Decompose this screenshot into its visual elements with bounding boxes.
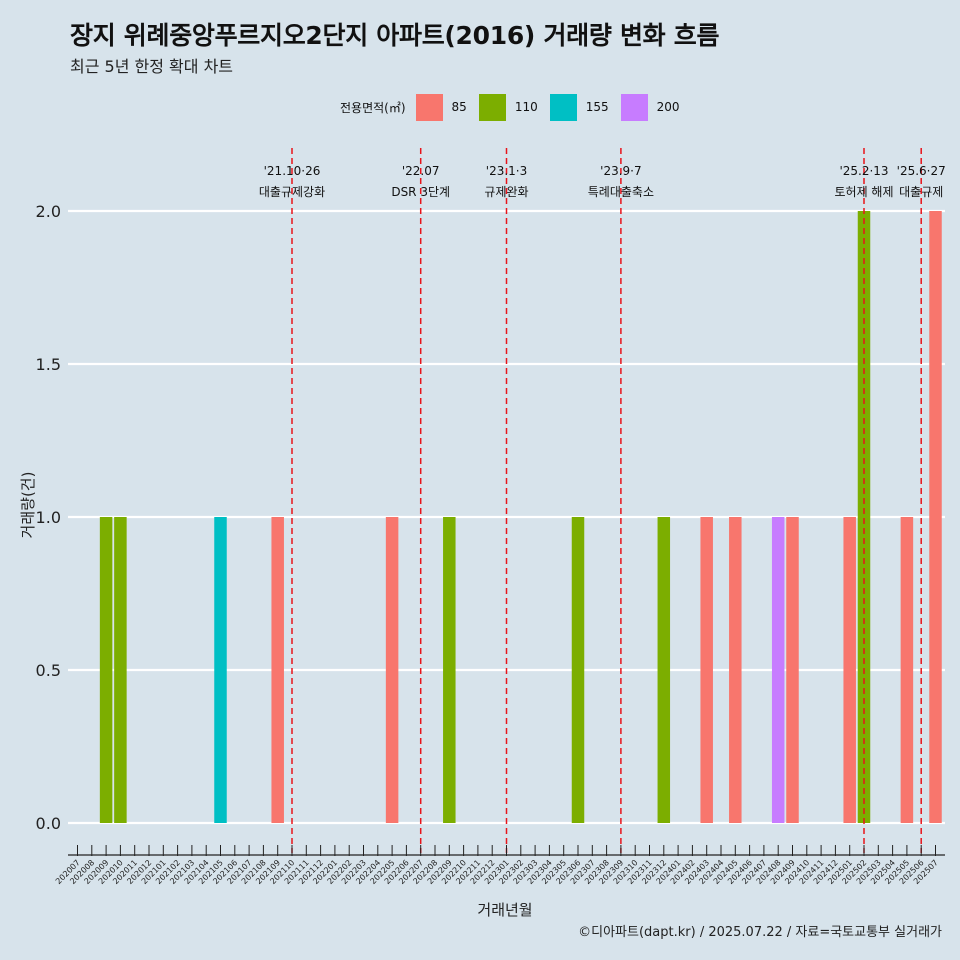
- bar-202209-110: [443, 517, 456, 823]
- bar-202505-85: [900, 517, 914, 823]
- legend-item-85: 85: [415, 93, 467, 121]
- event-label: 특례대출축소: [588, 185, 654, 199]
- legend: 전용면적(㎡) 85 110 155 200: [340, 93, 692, 121]
- legend-swatch-85: [415, 93, 443, 121]
- x-axis-title: 거래년월: [477, 901, 532, 919]
- y-tick-label: 0.5: [36, 661, 61, 680]
- event-label: 대출규제: [899, 185, 943, 199]
- source-caption: ©디아파트(dapt.kr) / 2025.07.22 / 자료=국토교통부 실…: [578, 925, 942, 940]
- event-date: '22.07: [402, 164, 440, 178]
- legend-title: 전용면적(㎡): [340, 100, 406, 115]
- bar-202105-155: [214, 517, 227, 823]
- legend-item-200: 200: [620, 93, 680, 121]
- legend-label-110: 110: [514, 100, 538, 114]
- legend-label-155: 155: [585, 100, 609, 114]
- legend-swatch-110: [478, 93, 506, 121]
- bar-202009-110: [99, 517, 113, 823]
- legend-swatch-155: [549, 93, 577, 121]
- legend-item-155: 155: [549, 93, 609, 121]
- event-label: DSR 3단계: [391, 185, 450, 199]
- y-axis-title: 거래량(건): [19, 472, 37, 539]
- bar-202205-85: [385, 517, 399, 823]
- legend-label-200: 200: [656, 100, 680, 114]
- y-tick-label: 1.5: [36, 355, 61, 374]
- bar-202501-85: [843, 517, 856, 823]
- chart-title: 장지 위례중앙푸르지오2단지 아파트(2016) 거래량 변화 흐름: [70, 21, 720, 50]
- event-date: '25.2·13: [839, 164, 888, 178]
- event-date: '21.10·26: [264, 164, 321, 178]
- legend-swatch-200: [620, 93, 648, 121]
- y-tick-label: 1.0: [36, 508, 61, 527]
- event-date: '23.1·3: [486, 164, 527, 178]
- legend-label-85: 85: [451, 100, 467, 114]
- event-date: '23.9·7: [600, 164, 641, 178]
- bar-202312-110: [657, 517, 671, 823]
- bar-202408-200: [771, 517, 785, 823]
- bar-202507-85: [929, 211, 942, 823]
- event-date: '25.6·27: [897, 164, 946, 178]
- legend-item-110: 110: [478, 93, 538, 121]
- event-label: 대출규제강화: [259, 185, 325, 199]
- event-label: 규제완화: [484, 185, 528, 199]
- y-tick-label: 0.0: [36, 814, 61, 833]
- bar-202502-110: [857, 211, 871, 823]
- y-tick-label: 2.0: [36, 202, 61, 221]
- chart-subtitle: 최근 5년 한정 확대 차트: [70, 57, 234, 76]
- bar-202306-110: [571, 517, 585, 823]
- bar-202409-85: [786, 517, 799, 823]
- bar-202010-110: [114, 517, 127, 823]
- bar-202405-85: [729, 517, 742, 823]
- event-label: 토허제 해제: [834, 185, 893, 199]
- bar-202109-85: [271, 517, 284, 823]
- bar-202403-85: [700, 517, 713, 823]
